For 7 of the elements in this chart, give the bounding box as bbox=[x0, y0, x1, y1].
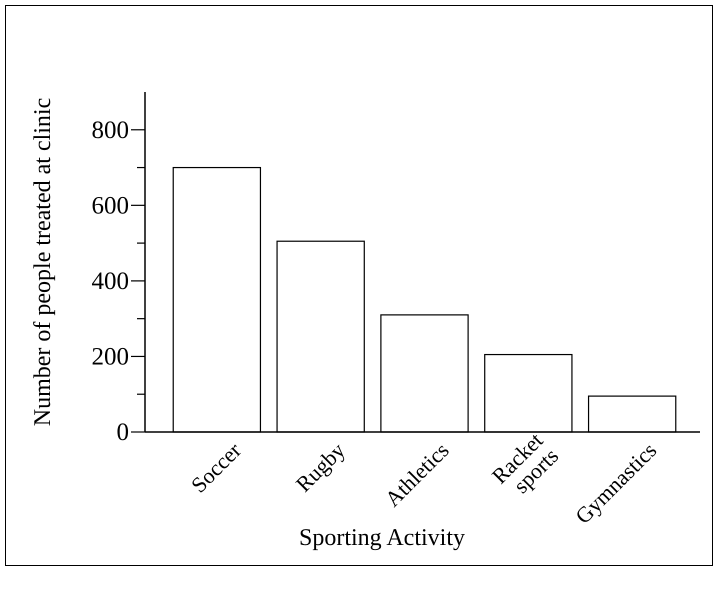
y-axis-title: Number of people treated at clinic bbox=[30, 98, 56, 426]
y-tick-label: 400 bbox=[92, 268, 129, 295]
y-tick-label: 0 bbox=[116, 419, 129, 446]
y-tick-label: 800 bbox=[92, 116, 129, 144]
y-tick-label: 600 bbox=[92, 192, 129, 220]
x-axis-title: Sporting Activity bbox=[298, 525, 466, 551]
y-tick-label: 200 bbox=[92, 343, 129, 370]
